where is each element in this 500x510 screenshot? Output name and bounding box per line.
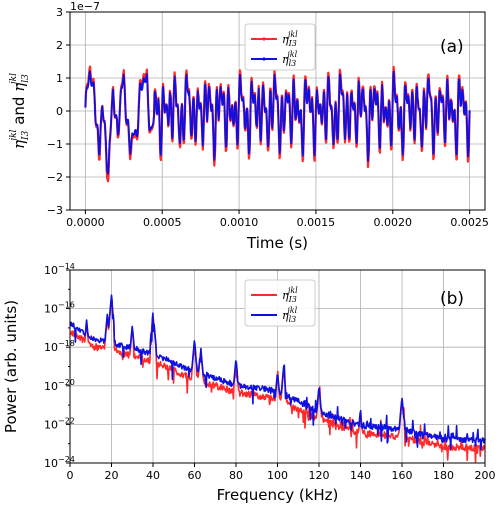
panel-a-x-tick-label: 0.0015: [297, 216, 336, 229]
panel-b-legend-box: [244, 279, 316, 327]
panel-a-y-tick-label: 3: [56, 6, 63, 19]
panel-a-y-label-sup1: jkl: [9, 129, 19, 142]
panel-b-x-tick-label: 80: [229, 469, 243, 482]
panel-a-x-tick-label: 0.0005: [143, 216, 182, 229]
panel-a-y-label-sup2: jkl: [9, 73, 19, 86]
panel-b-x-tick-label: 140: [350, 469, 371, 482]
panel-b-grid: [69, 269, 486, 464]
panel-a-y-label-sub1: I3: [21, 130, 31, 141]
panel-b-series-line: [69, 294, 486, 451]
panel-b-x-tick-label: 100: [267, 469, 288, 482]
panel-a-y-label-and: and: [10, 97, 28, 125]
panel-a-series-line: [84, 70, 471, 175]
panel-a-series-blue: [84, 70, 471, 175]
panel-b-legend-entry: ηI3jkl: [282, 286, 298, 304]
panel-a-y-label-eta1: η: [10, 140, 28, 149]
panel-b-label: (b): [440, 289, 464, 309]
panel-b-legend: ηI3jkl ηl3jkl: [244, 279, 316, 327]
panel-b-y-tick-label: 10−14: [44, 262, 75, 277]
panel-a-legend: ηI3jkl ηl3jkl: [244, 23, 316, 71]
panel-b-x-tick-label: 200: [475, 469, 496, 482]
panel-a-y-label-eta2: η: [10, 83, 28, 92]
panel-a-x-ticks: 0.0000 0.0005 0.0010 0.0015 0.0020 0.0025: [66, 210, 489, 229]
panel-a-legend-marker: [262, 37, 266, 41]
panel-b-series-blue: [69, 294, 486, 451]
panel-a-x-tick-label: 0.0025: [450, 216, 489, 229]
panel-a-y-tick-label: −1: [47, 138, 63, 151]
panel-b-y-ticks: 10−14 10−16 10−18 10−20 10−22 10−24: [44, 262, 75, 470]
panel-a-x-tick-label: 0.0010: [220, 216, 259, 229]
panel-b-x-axis-label: Frequency (kHz): [217, 486, 339, 504]
panel-b-chart: 0 20 40 60 80 100 120 140 160 180 200 10−1410−1610…: [2, 262, 496, 504]
panel-a-legend-entry: ηl3jkl: [282, 50, 298, 68]
panel-b-x-ticks: 0 20 40 60 80 100 120 140 160 180 200: [67, 463, 496, 482]
panel-b-y-tick-label: 10−16: [44, 301, 75, 316]
panel-a-legend-marker: [262, 57, 266, 61]
panel-b-series-line: [69, 296, 486, 463]
panel-a-y-tick-label: 2: [56, 39, 63, 52]
panel-a-label: (a): [440, 37, 464, 57]
panel-a-legend-box: [244, 23, 316, 71]
panel-b-y-tick-label: 10−22: [44, 416, 75, 431]
panel-b-series-red: [69, 296, 486, 463]
panel-b-x-tick-label: 160: [392, 469, 413, 482]
panel-a-x-tick-label: 0.0020: [374, 216, 413, 229]
panel-b-x-tick-label: 20: [105, 469, 119, 482]
panel-b-x-tick-label: 120: [309, 469, 330, 482]
panel-a-y-ticks: −3 −2 −1 0 1 2 3: [47, 6, 70, 217]
panel-b-y-tick-label: 10−18: [44, 339, 75, 354]
panel-b-y-tick-label: 10−20: [44, 378, 75, 393]
panel-a-x-axis-label: Time (s): [246, 234, 308, 252]
panel-a-y-tick-label: 0: [56, 105, 63, 118]
panel-a-x-tick-label: 0.0000: [66, 216, 105, 229]
panel-b-x-tick-label: 180: [433, 469, 454, 482]
panel-b-legend-entry: ηl3jkl: [282, 306, 298, 324]
panel-a-y-tick-label: −3: [47, 204, 63, 217]
panel-a-chart: 0.0000 0.0005 0.0010 0.0015 0.0020 0.0025 −3−…: [9, 0, 489, 252]
panel-b-y-tick-label: 10−24: [44, 455, 75, 470]
panel-b-x-tick-label: 60: [188, 469, 202, 482]
panel-b-y-axis-label: Power (arb. units): [2, 300, 20, 433]
panel-b-x-tick-label: 40: [146, 469, 160, 482]
panel-a-y-label-sub2: l3: [21, 74, 31, 83]
panel-a-y-tick-label: −2: [47, 171, 63, 184]
panel-a-y-tick-label: 1: [56, 72, 63, 85]
panel-a-y-multiplier: 1e−7: [70, 0, 100, 13]
panel-a-legend-entry: ηI3jkl: [282, 30, 298, 48]
panel-a-y-axis-label: ηI3jkl and ηl3jkl: [9, 73, 31, 149]
panel-b-x-tick-label: 0: [67, 469, 74, 482]
